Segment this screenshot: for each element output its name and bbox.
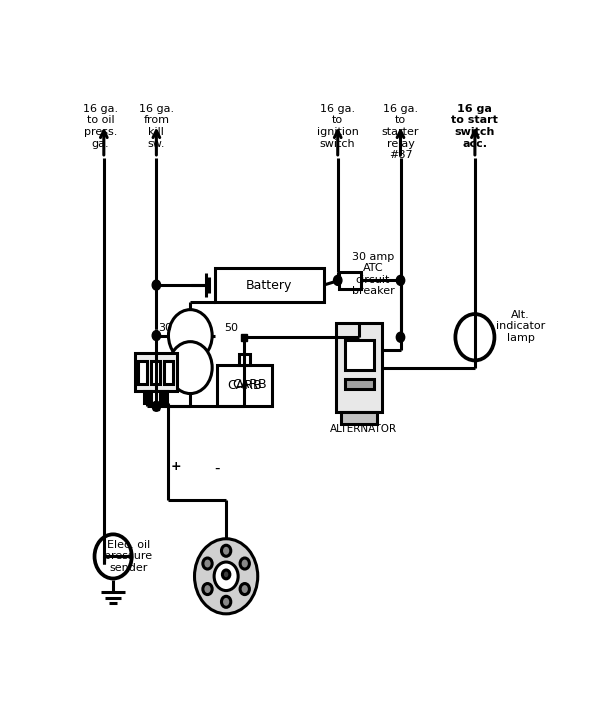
- Text: 16 ga
to start
switch
acc.: 16 ga to start switch acc.: [451, 104, 499, 148]
- Text: -: -: [214, 460, 220, 475]
- Circle shape: [223, 570, 230, 579]
- Circle shape: [221, 545, 231, 556]
- Circle shape: [397, 275, 404, 285]
- Bar: [151, 361, 160, 384]
- Bar: [215, 267, 324, 303]
- Bar: [138, 361, 146, 384]
- Circle shape: [152, 331, 161, 341]
- Text: Elec. oil
pressure
sender: Elec. oil pressure sender: [104, 540, 152, 573]
- Circle shape: [240, 558, 250, 569]
- Circle shape: [152, 280, 161, 290]
- Circle shape: [169, 310, 212, 361]
- Text: 30: 30: [158, 323, 172, 333]
- Circle shape: [194, 538, 258, 614]
- Text: CARB: CARB: [232, 378, 266, 391]
- Bar: [217, 365, 272, 407]
- Circle shape: [334, 275, 342, 285]
- Circle shape: [214, 562, 238, 591]
- Text: ALTERNATOR: ALTERNATOR: [330, 424, 397, 434]
- Bar: [345, 340, 374, 371]
- Bar: [337, 323, 382, 412]
- Text: 16 ga.
from
kill
sw.: 16 ga. from kill sw.: [139, 104, 174, 148]
- Circle shape: [152, 402, 161, 412]
- Circle shape: [240, 584, 250, 594]
- Text: Alt.
indicator
lamp: Alt. indicator lamp: [496, 310, 545, 343]
- Circle shape: [203, 558, 212, 569]
- Bar: [339, 272, 361, 289]
- Circle shape: [95, 534, 132, 579]
- Bar: [341, 412, 377, 424]
- Bar: [164, 361, 173, 384]
- Text: 30 amp
ATC
circuit
breaker: 30 amp ATC circuit breaker: [352, 252, 394, 296]
- Text: 16 ga.
to
starter
relay
#87: 16 ga. to starter relay #87: [382, 104, 419, 160]
- Text: 50: 50: [224, 323, 238, 333]
- Text: +: +: [171, 460, 182, 473]
- Circle shape: [221, 597, 231, 607]
- Bar: [154, 403, 160, 410]
- Circle shape: [455, 314, 494, 361]
- Bar: [144, 391, 151, 403]
- Bar: [345, 379, 374, 389]
- Circle shape: [397, 332, 404, 342]
- Circle shape: [203, 584, 212, 594]
- Bar: [239, 353, 250, 365]
- Text: 16 ga.
to
ignition
switch: 16 ga. to ignition switch: [317, 104, 359, 148]
- Text: 16 ga.
to oil
press.
ga.: 16 ga. to oil press. ga.: [83, 104, 118, 148]
- Circle shape: [169, 342, 212, 394]
- Text: Battery: Battery: [246, 279, 292, 292]
- Bar: [160, 391, 167, 403]
- Bar: [134, 353, 178, 391]
- Text: CARB: CARB: [227, 379, 262, 392]
- Bar: [241, 333, 247, 341]
